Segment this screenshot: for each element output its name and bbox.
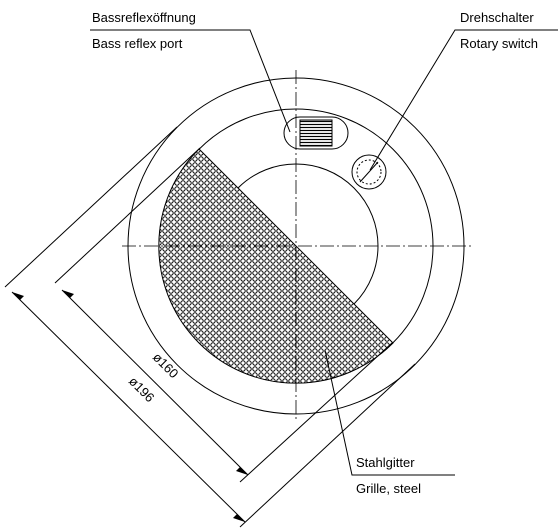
leader bbox=[370, 30, 558, 170]
extension-line bbox=[5, 127, 177, 287]
dimension-label: ø160 bbox=[150, 350, 182, 382]
label: Drehschalter bbox=[460, 10, 534, 25]
rotary-switch-knob bbox=[360, 162, 378, 182]
dimension-label: ø196 bbox=[126, 374, 158, 406]
label: Bassreflexöffnung bbox=[92, 10, 196, 25]
label: Stahlgitter bbox=[356, 455, 415, 470]
label: Bass reflex port bbox=[92, 36, 183, 51]
port-hatch bbox=[300, 120, 332, 146]
label: Grille, steel bbox=[356, 481, 421, 496]
extension-line bbox=[240, 364, 415, 527]
drawing: Bassreflexöffnung Bass reflex port Drehs… bbox=[0, 0, 560, 528]
grille bbox=[159, 149, 393, 383]
label: Rotary switch bbox=[460, 36, 538, 51]
